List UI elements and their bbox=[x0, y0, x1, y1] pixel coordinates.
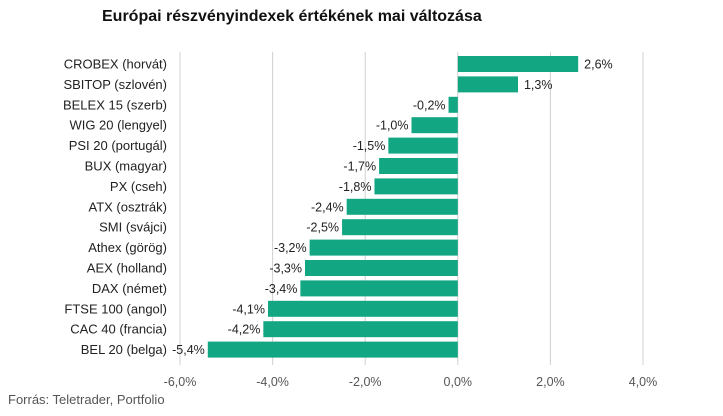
bar bbox=[457, 56, 579, 72]
x-tick-label: -4,0% bbox=[256, 375, 289, 389]
value-label: -2,4% bbox=[311, 200, 344, 214]
category-label: PX (cseh) bbox=[110, 179, 167, 194]
category-label: Athex (görög) bbox=[88, 240, 167, 255]
category-label: BEL 20 (belga) bbox=[81, 342, 167, 357]
value-label: -3,3% bbox=[269, 262, 302, 276]
value-label: -1,8% bbox=[339, 180, 372, 194]
value-label: -1,5% bbox=[353, 139, 386, 153]
x-tick-labels: -6,0% -4,0% -2,0% 0,0% 2,0% 4,0% bbox=[164, 375, 658, 389]
bar bbox=[207, 341, 458, 358]
x-tick-label: 4,0% bbox=[629, 375, 658, 389]
category-label: AEX (holland) bbox=[87, 261, 167, 276]
bar bbox=[388, 137, 458, 154]
x-tick-label: -2,0% bbox=[349, 375, 382, 389]
bars bbox=[207, 56, 579, 358]
value-labels: 2,6% 1,3% -0,2% -1,0% -1,5% -1,7% -1,8% -2,4% -2… bbox=[172, 58, 613, 358]
value-label: -4,2% bbox=[228, 323, 261, 337]
category-label: FTSE 100 (angol) bbox=[64, 301, 167, 316]
value-label: -5,4% bbox=[172, 343, 205, 357]
bar bbox=[346, 198, 458, 215]
category-label: PSI 20 (portugál) bbox=[69, 138, 167, 153]
value-label: -2,5% bbox=[306, 221, 339, 235]
bar bbox=[300, 280, 458, 297]
category-label: SBITOP (szlovén) bbox=[63, 77, 167, 92]
category-label: CAC 40 (francia) bbox=[70, 322, 167, 337]
value-label: -3,4% bbox=[265, 282, 298, 296]
bar bbox=[342, 219, 458, 236]
x-tick-label: 0,0% bbox=[444, 375, 473, 389]
category-labels: CROBEX (horvát) SBITOP (szlovén) BELEX 15 … bbox=[63, 57, 167, 358]
value-label: -1,7% bbox=[343, 160, 376, 174]
bar bbox=[411, 117, 458, 134]
chart-title: Európai részvényindexek értékének mai vá… bbox=[102, 8, 482, 25]
bar bbox=[309, 239, 458, 256]
category-label: DAX (német) bbox=[92, 281, 167, 296]
value-label: 1,3% bbox=[524, 78, 553, 92]
bar bbox=[448, 96, 458, 113]
source-note: Forrás: Teletrader, Portfolio bbox=[8, 392, 165, 407]
bar bbox=[379, 158, 458, 174]
category-label: CROBEX (horvát) bbox=[64, 57, 167, 72]
bar bbox=[305, 260, 458, 276]
bar bbox=[374, 178, 458, 195]
bar bbox=[267, 300, 458, 317]
category-label: WIG 20 (lengyel) bbox=[69, 118, 167, 133]
bar bbox=[457, 76, 518, 93]
value-label: 2,6% bbox=[584, 58, 613, 72]
value-label: -3,2% bbox=[274, 241, 307, 255]
x-tick-label: -6,0% bbox=[164, 375, 197, 389]
category-label: BELEX 15 (szerb) bbox=[63, 97, 167, 112]
value-label: -1,0% bbox=[376, 119, 409, 133]
x-tick-label: 2,0% bbox=[536, 375, 565, 389]
value-label: -4,1% bbox=[232, 302, 265, 316]
bar bbox=[263, 321, 458, 338]
category-label: ATX (osztrák) bbox=[89, 199, 168, 214]
category-label: BUX (magyar) bbox=[85, 159, 167, 174]
value-label: -0,2% bbox=[413, 98, 446, 112]
category-label: SMI (svájci) bbox=[99, 220, 167, 235]
